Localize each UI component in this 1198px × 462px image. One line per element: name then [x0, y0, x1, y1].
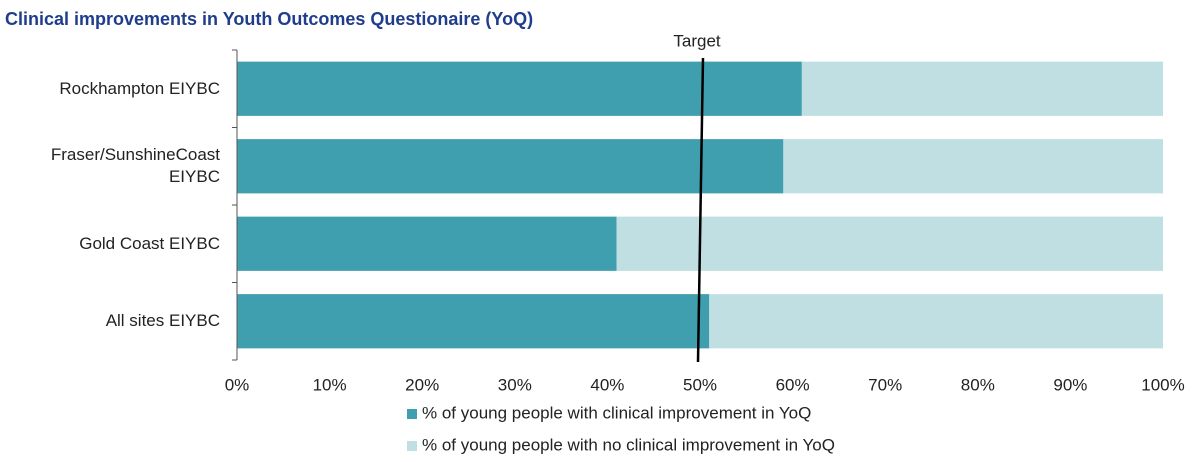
legend-label: % of young people with clinical improvem… — [422, 403, 811, 422]
y-tick-label: Rockhampton EIYBC — [59, 78, 220, 98]
bar-segment — [783, 139, 1163, 194]
bar-segment — [237, 139, 784, 194]
legend-label: % of young people with no clinical impro… — [422, 435, 835, 454]
y-tick-label: Gold Coast EIYBC — [79, 233, 220, 253]
legend-swatch — [407, 409, 417, 419]
target-label: Target — [673, 31, 721, 50]
legend-swatch — [407, 441, 417, 451]
x-tick-label: 60% — [776, 375, 810, 394]
x-tick-label: 90% — [1053, 375, 1087, 394]
y-tick-label: All sites EIYBC — [105, 311, 220, 331]
bar-segment — [709, 294, 1163, 349]
x-tick-label: 0% — [225, 375, 250, 394]
y-tick-label: Fraser/SunshineCoast EIYBC — [50, 145, 220, 187]
bar-segment — [616, 216, 1163, 271]
x-tick-label: 10% — [313, 375, 347, 394]
x-tick-label: 30% — [498, 375, 532, 394]
target-line — [696, 57, 705, 363]
bar-segment — [237, 61, 802, 116]
bar-segment — [237, 216, 617, 271]
chart-title: Clinical improvements in Youth Outcomes … — [5, 9, 533, 29]
x-tick-label: 50% — [683, 375, 717, 394]
bar-segment — [237, 294, 710, 349]
x-tick-label: 20% — [405, 375, 439, 394]
x-tick-label: 70% — [868, 375, 902, 394]
x-tick-label: 80% — [961, 375, 995, 394]
x-tick-label: 100% — [1141, 375, 1184, 394]
x-tick-label: 40% — [590, 375, 624, 394]
bar-segment — [801, 61, 1163, 116]
